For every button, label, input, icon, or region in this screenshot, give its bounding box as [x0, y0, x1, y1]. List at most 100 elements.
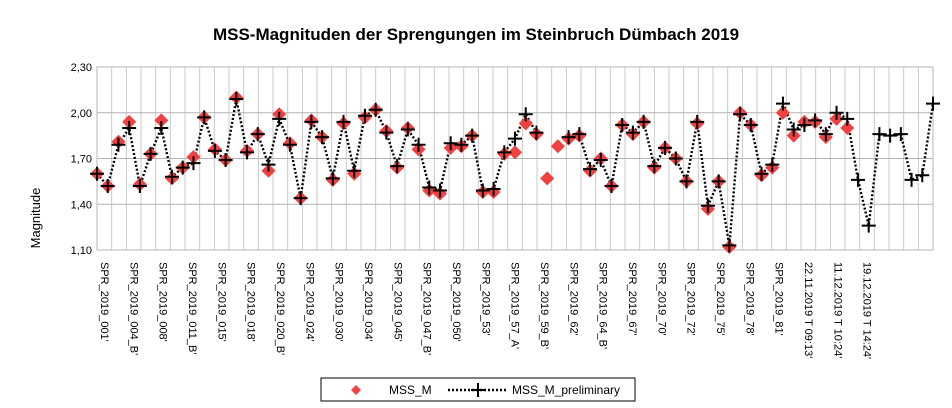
chart-title: MSS-Magnituden der Sprengungen im Steinb… [213, 25, 739, 44]
data-point-preliminary [486, 182, 501, 196]
data-point-preliminary [754, 166, 769, 181]
data-point-preliminary [508, 131, 522, 146]
x-tick-label: SPR_2019_62' [567, 262, 579, 336]
x-tick-label: SPR_2019_024' [303, 262, 315, 342]
x-tick-label: SPR_2019_050' [450, 262, 462, 342]
y-tick-label: 1,70 [71, 154, 92, 166]
grid [96, 66, 934, 251]
x-tick-label: SPR_2019_047_B' [421, 262, 433, 355]
data-point-mss-m [508, 145, 522, 160]
data-point-mss-m [840, 121, 855, 135]
data-point-mss-m [540, 171, 555, 186]
data-point-preliminary [604, 178, 619, 193]
x-tick-label: SPR_2019_57_A' [509, 262, 521, 349]
x-tick-label: SPR_2019_015' [215, 262, 227, 342]
y-tick-label: 1,40 [71, 199, 92, 211]
data-point-mss-m [154, 113, 169, 128]
x-tick-label: SPR_2019_018' [245, 262, 257, 342]
data-point-preliminary [111, 137, 126, 152]
x-tick-label: SPR_2019_70' [655, 262, 667, 336]
data-point-preliminary [272, 111, 287, 126]
data-point-preliminary [561, 130, 576, 145]
x-tick-label: SPR_2019_030' [333, 262, 345, 342]
data-point-preliminary [90, 166, 104, 181]
data-point-preliminary [765, 157, 780, 172]
data-point-preliminary [636, 114, 651, 129]
data-point-preliminary [100, 178, 115, 193]
data-point-preliminary [325, 171, 340, 186]
data-point-preliminary [775, 96, 790, 111]
data-point-preliminary [132, 178, 147, 193]
data-point-preliminary [743, 117, 758, 132]
x-tick-label: SPR_2019_59_B' [538, 262, 550, 349]
data-point-preliminary [293, 191, 308, 206]
data-point-preliminary [229, 92, 244, 107]
data-point-preliminary [690, 114, 705, 129]
y-axis-label: Magnitude [28, 188, 43, 249]
data-point-preliminary [529, 125, 544, 140]
data-point-preliminary [497, 145, 512, 160]
data-point-mss-m [775, 105, 790, 120]
x-tick-label: SPR_2019_53' [479, 262, 491, 336]
data-point-preliminary [186, 156, 201, 171]
data-point-preliminary [658, 140, 673, 155]
data-point-preliminary [122, 121, 137, 135]
data-point-preliminary [432, 183, 447, 198]
x-tick-label: SPR_2019_001' [98, 262, 110, 342]
x-tick-label: SPR_2019_045' [391, 262, 403, 342]
x-tick-label: SPR_2019_78' [743, 262, 755, 336]
data-point-preliminary [861, 218, 876, 233]
x-tick-label: SPR_2019_64_B' [597, 262, 609, 349]
legend-marker-mss-m-preliminary [471, 383, 485, 397]
data-point-preliminary [786, 122, 801, 137]
data-point-preliminary [647, 159, 662, 174]
data-point-preliminary [261, 157, 276, 172]
data-point-preliminary [443, 136, 458, 151]
data-point-mss-m [518, 116, 533, 131]
x-tick-label: SPR_2019_72' [685, 262, 697, 336]
data-point-preliminary [336, 114, 351, 129]
data-point-preliminary [679, 174, 694, 189]
x-tick-labels: SPR_2019_001' SPR_2019_004_B' SPR_2019_008… [98, 262, 873, 359]
data-point-preliminary [347, 163, 362, 178]
data-point-preliminary [454, 137, 469, 152]
data-point-preliminary [465, 128, 480, 143]
data-point-preliminary [390, 159, 405, 174]
data-point-preliminary [357, 108, 372, 123]
legend-label-mss-m-preliminary: MSS_M_preliminary [512, 383, 620, 397]
data-point-preliminary [668, 151, 683, 166]
data-point-preliminary [700, 198, 715, 213]
data-point-preliminary [872, 127, 887, 142]
data-point-preliminary [411, 137, 426, 152]
data-point-preliminary [422, 180, 437, 195]
y-tick-label: 2,00 [71, 108, 92, 120]
data-point-preliminary [518, 107, 533, 122]
data-point-preliminary [165, 169, 180, 184]
data-point-preliminary [583, 162, 598, 177]
data-point-preliminary [282, 137, 297, 152]
data-point-preliminary [926, 96, 940, 111]
x-tick-label: SPR_2019_011_B' [186, 262, 198, 354]
x-tick-label: SPR_2019_020_B' [274, 262, 286, 355]
x-tick-label: SPR_2019_67' [626, 262, 638, 336]
plot-area-border [96, 66, 934, 251]
y-tick-label: 2,30 [71, 62, 92, 74]
data-point-preliminary [915, 168, 930, 183]
data-point-preliminary [250, 127, 265, 142]
legend-marker-mss-m [351, 385, 361, 395]
y-tick-label: 1,10 [71, 245, 92, 257]
data-point-mss-m [550, 139, 565, 154]
data-point-preliminary [711, 174, 726, 189]
x-tick-label: 22.11.2019 T 09:13' [802, 262, 814, 358]
data-point-preliminary [829, 105, 844, 120]
data-point-preliminary [304, 114, 319, 129]
x-tick-label: 11.12.2019 T 10:24' [831, 262, 843, 358]
data-point-preliminary [733, 107, 748, 122]
data-point-preliminary [840, 111, 855, 126]
x-tick-label: SPR_2019_75' [714, 262, 726, 336]
data-point-preliminary [904, 172, 919, 187]
data-point-preliminary [240, 145, 255, 160]
data-point-preliminary [625, 125, 640, 140]
series-line [96, 98, 935, 246]
data-point-preliminary [154, 121, 169, 135]
